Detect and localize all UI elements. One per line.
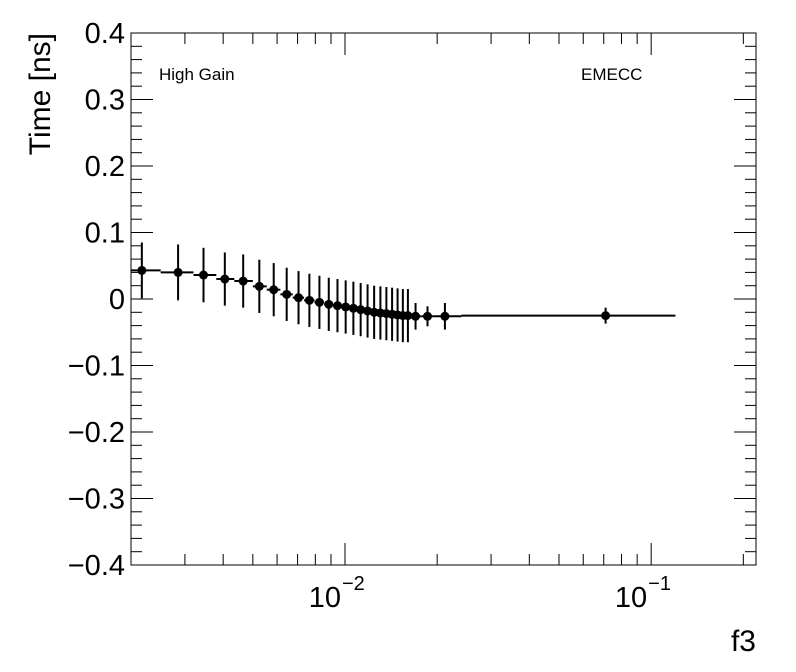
y-tick-label: −0.2 bbox=[68, 417, 125, 449]
data-point bbox=[269, 285, 279, 295]
data-point bbox=[332, 301, 342, 311]
y-tick-label: 0.2 bbox=[85, 151, 125, 183]
data-point bbox=[137, 265, 147, 275]
y-tick-label: −0.1 bbox=[68, 351, 125, 383]
annotation-high-gain: High Gain bbox=[159, 65, 235, 84]
data-point bbox=[294, 293, 304, 303]
data-point bbox=[348, 303, 358, 313]
y-tick-label: −0.3 bbox=[68, 484, 125, 516]
x-tick-label-exponent: −1 bbox=[648, 573, 671, 595]
x-axis-label: f3 bbox=[731, 625, 756, 658]
data-point bbox=[356, 305, 366, 315]
data-point bbox=[324, 299, 334, 309]
data-point bbox=[314, 297, 324, 307]
data-point bbox=[411, 311, 421, 321]
data-point bbox=[601, 311, 611, 321]
x-tick-label-exponent: −2 bbox=[342, 573, 365, 595]
data-point bbox=[423, 311, 433, 321]
x-tick-label-base: 10 bbox=[615, 582, 647, 614]
y-tick-label: 0 bbox=[109, 284, 125, 316]
y-tick-label: −0.4 bbox=[68, 550, 125, 582]
data-point bbox=[198, 270, 208, 280]
y-tick-label: 0.4 bbox=[85, 18, 125, 50]
ticks-layer: 0.40.30.20.10−0.1−0.2−0.3−0.410 −2 10 −1 bbox=[68, 18, 756, 614]
annotation-emecc: EMECC bbox=[581, 65, 642, 84]
plot-frame bbox=[130, 32, 757, 566]
data-point bbox=[282, 289, 292, 299]
marks-layer bbox=[131, 242, 676, 343]
data-point bbox=[254, 281, 264, 291]
data-point bbox=[173, 267, 183, 277]
x-tick-label-base: 10 bbox=[309, 582, 341, 614]
y-tick-label: 0.1 bbox=[85, 218, 125, 250]
data-point bbox=[220, 274, 230, 284]
data-point bbox=[440, 311, 450, 321]
y-axis-label: Time [ns] bbox=[24, 33, 57, 155]
y-tick-label: 0.3 bbox=[85, 85, 125, 117]
data-point bbox=[403, 311, 413, 321]
data-point bbox=[238, 276, 248, 286]
data-point bbox=[341, 302, 351, 312]
data-point bbox=[304, 295, 314, 305]
